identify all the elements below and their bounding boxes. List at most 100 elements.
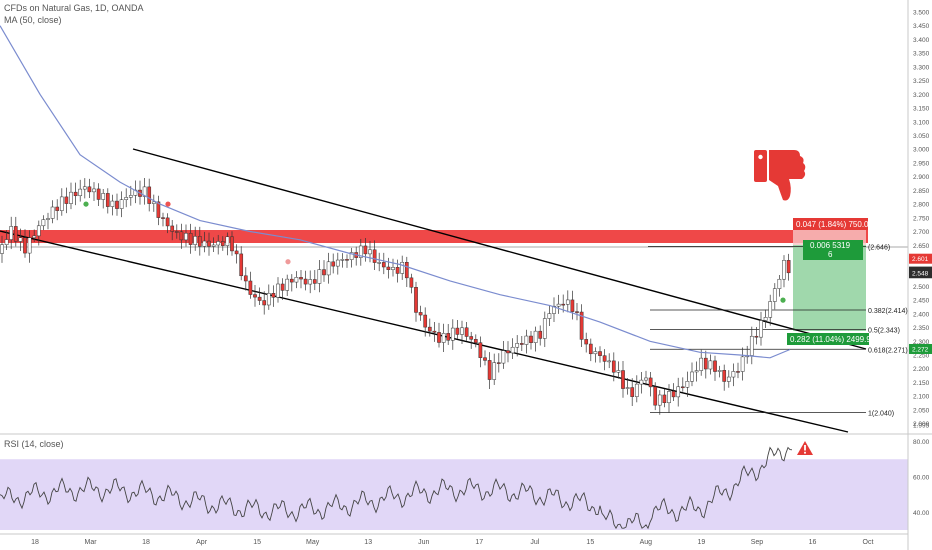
price-tick-label: 3.150: [913, 106, 930, 113]
candle-body: [18, 237, 23, 242]
price-tick-label: 3.350: [913, 51, 930, 58]
candle-body: [464, 327, 469, 337]
rsi-tick-label: 80.00: [913, 439, 930, 446]
candle-body: [243, 275, 248, 282]
price-badge: [909, 253, 932, 264]
rsi-tick-label: 60.00: [913, 474, 930, 481]
target-label-box: 0.282 (11.04%) 2499.96: [787, 333, 876, 345]
candle-body: [598, 351, 602, 356]
candle-body: [73, 191, 78, 197]
candle-body: [225, 236, 230, 246]
candle-body: [349, 252, 354, 260]
candle-body: [676, 386, 681, 398]
price-tick-label: 2.300: [913, 339, 930, 346]
price-badge: [909, 343, 932, 354]
candle-body: [639, 379, 644, 385]
candle-body: [427, 326, 432, 332]
candle-body: [92, 188, 96, 193]
rsi-axis: 80.00 60.00 40.00: [913, 439, 930, 517]
candle-body: [653, 386, 658, 406]
channel-lower-line: [0, 230, 849, 433]
candle-body: [717, 370, 722, 372]
fib-level-label: 0.382(2.414): [868, 308, 908, 315]
candle-body: [409, 277, 414, 288]
candle-body: [78, 188, 83, 197]
price-tick-label: 2.500: [913, 284, 930, 291]
candle-body: [404, 262, 409, 279]
candle-body: [754, 335, 759, 338]
candle-body: [395, 267, 400, 274]
candle-body: [437, 332, 441, 343]
time-tick-label: 16: [809, 539, 817, 546]
price-tick-label: 3.250: [913, 78, 930, 85]
candle-body: [101, 193, 106, 200]
candle-body: [322, 269, 326, 276]
candle-body: [588, 343, 593, 355]
candle-body: [607, 360, 612, 363]
candle-body: [55, 206, 60, 211]
time-tick-label: Jul: [530, 539, 539, 546]
signal-dot: [285, 259, 291, 265]
candle-body: [23, 237, 27, 254]
candle-body: [446, 333, 451, 341]
target-label: 0.282 (11.04%) 2499.96: [790, 335, 876, 344]
candle-body: [740, 356, 745, 372]
candle-body: [188, 233, 193, 245]
time-tick-label: May: [306, 539, 320, 546]
center-label-box: 0.006 5319 6: [803, 240, 863, 260]
candle-body: [648, 377, 653, 388]
candle-body: [782, 260, 786, 280]
candle-body: [460, 327, 464, 335]
candle-body: [432, 330, 437, 333]
candle-body: [363, 245, 368, 255]
candle-body: [483, 357, 487, 361]
candle-body: [542, 318, 547, 339]
candle-body: [703, 357, 708, 370]
candle-body: [478, 342, 483, 358]
channel-upper-line: [132, 148, 867, 350]
candle-body: [27, 237, 32, 254]
candle-body: [211, 244, 216, 247]
candle-body: [671, 391, 676, 398]
price-tick-label: 2.900: [913, 174, 930, 181]
candle-body: [699, 357, 704, 371]
candle-body: [492, 362, 497, 380]
price-tick-label: 2.800: [913, 202, 930, 209]
candle-body: [253, 294, 257, 298]
candle-body: [418, 312, 423, 316]
candle-body: [4, 239, 9, 245]
candle-body: [506, 350, 510, 354]
time-axis: 18 Mar 18 Apr 15 May 13 Jun 17 Jul 15 Aug 19 Sep 16 Oct: [31, 539, 873, 546]
candle-body: [0, 244, 4, 254]
candle-body: [46, 218, 50, 220]
candle-body: [308, 279, 313, 285]
candle-body: [119, 199, 124, 209]
candle-body: [662, 394, 667, 404]
candle-body: [731, 371, 736, 378]
price-tick-label: 2.100: [913, 394, 930, 401]
candle-body: [184, 233, 188, 241]
candle-body: [736, 371, 740, 373]
candle-body: [170, 225, 175, 232]
candle-body: [496, 362, 501, 364]
candle-body: [726, 376, 731, 382]
candle-body: [473, 339, 478, 343]
price-badge-label: 2.272: [912, 346, 929, 353]
price-axis: 3.500 3.450 3.400 3.350 3.300 3.250 3.200 3.150…: [913, 10, 930, 430]
candle-body: [50, 206, 55, 219]
price-badge: [909, 268, 932, 279]
candle-body: [161, 217, 165, 219]
price-tick-label: 1.995: [913, 423, 930, 430]
candle-body: [174, 231, 179, 233]
candle-body: [680, 386, 685, 389]
price-tick-label: 3.100: [913, 119, 930, 126]
rsi-tick-label: 40.00: [913, 510, 930, 517]
candle-body: [147, 186, 152, 204]
candle-body: [303, 278, 308, 285]
price-tick-label: 3.000: [913, 147, 930, 154]
candle-body: [87, 186, 92, 193]
candle-body: [570, 299, 575, 312]
price-tick-label: 3.500: [913, 10, 930, 17]
candle-body: [519, 343, 524, 345]
